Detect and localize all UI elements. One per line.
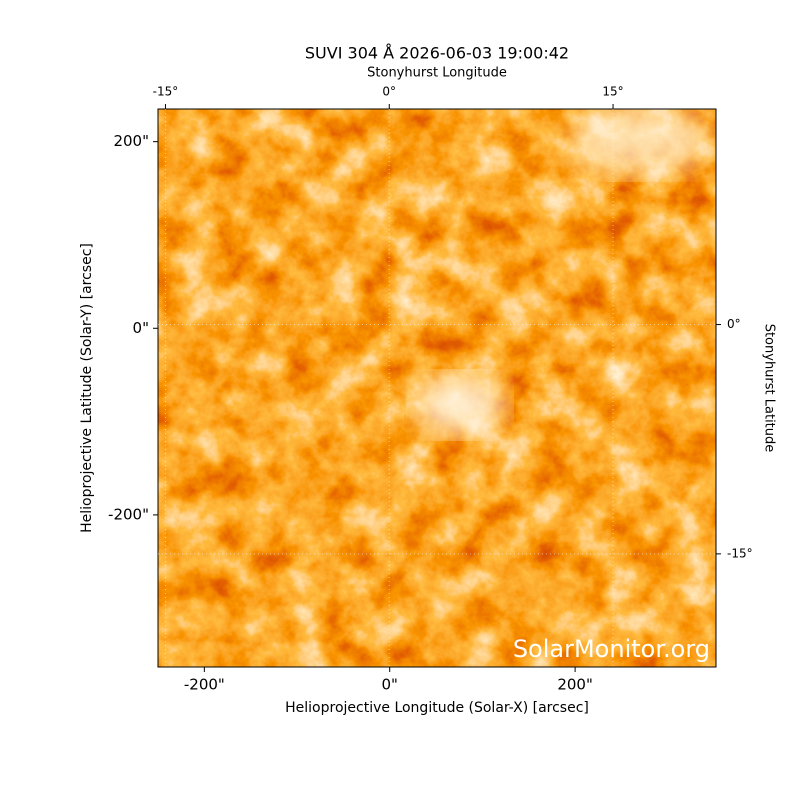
y2-label: Stonyhurst Latitude	[762, 324, 777, 453]
y2-tick-label: -15°	[727, 546, 753, 560]
chart-title: SUVI 304 Å 2026-06-03 19:00:42	[305, 44, 569, 63]
y-tick-label: 0"	[133, 319, 149, 337]
watermark: SolarMonitor.org	[513, 635, 710, 663]
y-tick-label: 200"	[113, 132, 149, 150]
x2-tick-label: -15°	[153, 85, 179, 99]
y-tick-label: -200"	[108, 505, 149, 523]
y2-tick-label: 0°	[727, 317, 741, 331]
x-tick-label: -200"	[184, 676, 225, 694]
axes-frame	[157, 108, 717, 668]
x2-label: Stonyhurst Longitude	[367, 66, 507, 81]
solar-image	[158, 109, 716, 667]
x-label: Helioprojective Longitude (Solar-X) [arc…	[285, 700, 589, 716]
x-tick-label: 200"	[557, 676, 593, 694]
y-label: Helioprojective Latitude (Solar-Y) [arcs…	[79, 243, 95, 533]
x-tick-label: 0"	[382, 676, 398, 694]
x2-tick-label: 0°	[382, 85, 396, 99]
x2-tick-label: 15°	[602, 85, 623, 99]
